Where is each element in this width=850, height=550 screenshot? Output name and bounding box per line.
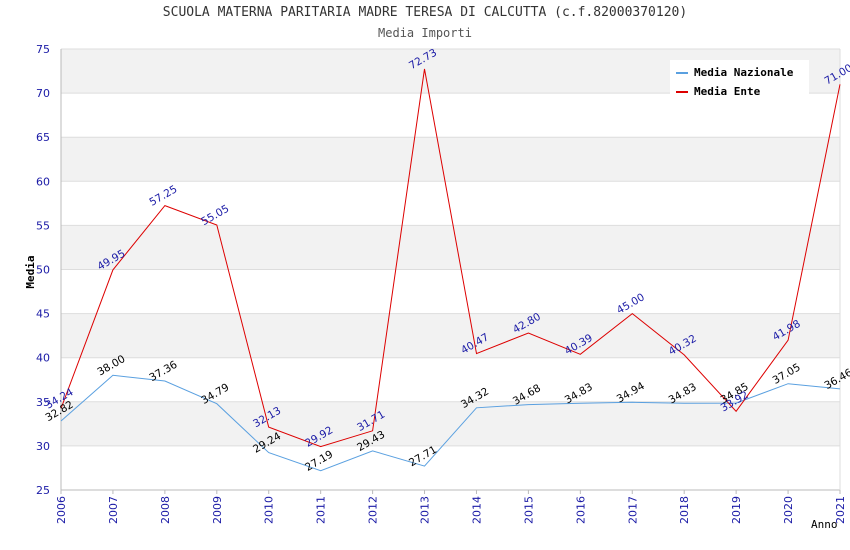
- x-tick-label: 2007: [107, 496, 120, 524]
- x-tick-label: 2020: [782, 496, 795, 524]
- grid-band: [61, 357, 840, 402]
- series-line-media-nazionale: [60, 374, 841, 472]
- y-tick-label: 40: [36, 352, 50, 365]
- y-tick-label: 25: [36, 484, 50, 497]
- y-tick-label: 30: [36, 440, 50, 453]
- x-axis-ticks: 2006 2007 2008 2009 2010 2011 2012 2013 2014 2015…: [55, 490, 847, 524]
- chart-title: SCUOLA MATERNA PARITARIA MADRE TERESA DI…: [162, 5, 688, 20]
- x-tick-label: 2017: [626, 496, 639, 524]
- x-tick-label: 2019: [730, 496, 743, 524]
- y-tick-label: 45: [36, 308, 50, 321]
- grid-band: [61, 181, 840, 226]
- legend-box: [670, 60, 809, 95]
- grid-band: [61, 269, 840, 314]
- grid-band: [61, 93, 840, 138]
- y-axis-ticks: 25 30 35 40 45 50 55 60 65 70 75: [36, 43, 50, 497]
- legend-entry: Media Nazionale: [694, 66, 794, 79]
- x-tick-label: 2011: [315, 496, 328, 524]
- x-tick-label: 2018: [678, 496, 691, 524]
- grid-lines: [60, 48, 841, 491]
- x-tick-label: 2010: [263, 496, 276, 524]
- x-tick-label: 2014: [470, 496, 483, 524]
- y-tick-label: 65: [36, 131, 50, 144]
- y-tick-label: 60: [36, 175, 50, 188]
- legend-entry: Media Ente: [694, 85, 761, 98]
- y-tick-label: 55: [36, 219, 50, 232]
- x-tick-label: 2008: [159, 496, 172, 524]
- x-tick-label: 2009: [211, 496, 224, 524]
- y-axis-label: Media: [24, 255, 37, 288]
- x-tick-label: 2021: [834, 496, 847, 524]
- grid-band: [61, 137, 840, 182]
- series-lines: [60, 68, 841, 472]
- x-tick-label: 2013: [419, 496, 432, 524]
- grid-bands: [61, 49, 840, 490]
- grid-band: [61, 401, 840, 446]
- series-line-media-ente: [60, 68, 841, 448]
- y-tick-label: 70: [36, 87, 50, 100]
- grid-band: [61, 225, 840, 270]
- x-tick-label: 2012: [367, 496, 380, 524]
- y-tick-label: 75: [36, 43, 50, 56]
- x-axis-label: Anno: [811, 518, 838, 531]
- chart-subtitle: Media Importi: [378, 26, 472, 40]
- grid-band: [61, 313, 840, 358]
- x-tick-label: 2015: [522, 496, 535, 524]
- y-tick-label: 35: [36, 396, 50, 409]
- y-tick-label: 50: [36, 264, 50, 277]
- x-tick-label: 2016: [574, 496, 587, 524]
- grid-band: [61, 445, 840, 490]
- x-tick-label: 2006: [55, 496, 68, 524]
- legend: Media Nazionale Media Ente: [670, 60, 809, 98]
